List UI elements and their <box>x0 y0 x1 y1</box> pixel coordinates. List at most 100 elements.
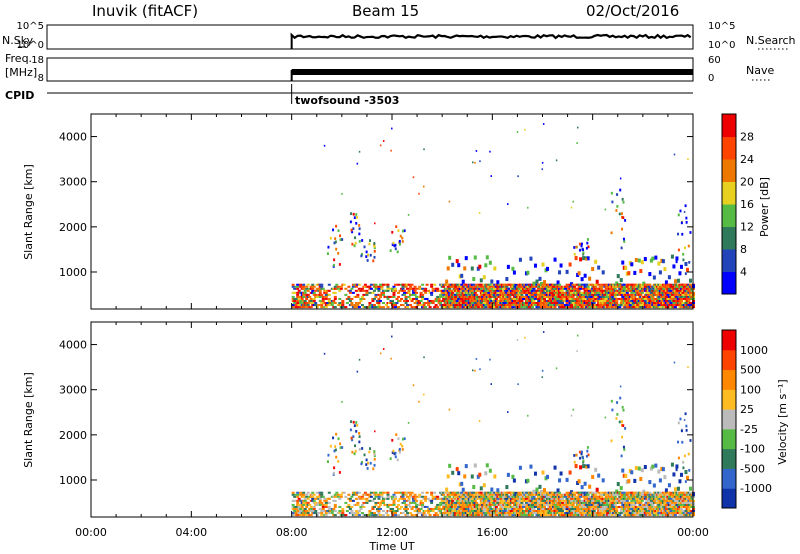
velocity-cell <box>586 507 590 511</box>
power-cell <box>469 287 473 290</box>
velocity-cell <box>508 503 512 506</box>
velocity-cell <box>457 495 461 498</box>
power-cell <box>672 287 676 290</box>
velocity-cell <box>412 497 416 500</box>
velocity-cell <box>681 495 685 498</box>
velocity-cell <box>353 514 357 517</box>
velocity-cell <box>430 499 434 502</box>
velocity-cell <box>490 510 494 513</box>
velocity-cell <box>633 510 637 513</box>
velocity-cell <box>518 507 522 511</box>
velocity-cell <box>619 499 623 502</box>
velocity-cell <box>687 495 691 498</box>
velocity-cell <box>439 491 443 494</box>
power-cell <box>499 287 503 290</box>
power-cell <box>506 295 510 298</box>
velocity-cell <box>509 510 513 513</box>
velocity-cell <box>527 501 531 504</box>
power-cell <box>576 306 580 309</box>
power-cell <box>463 291 467 294</box>
velocity-cell <box>515 507 519 511</box>
velocity-cell <box>455 495 459 498</box>
power-cell <box>591 287 595 290</box>
velocity-cell <box>597 473 601 478</box>
power-cell <box>598 289 602 292</box>
velocity-cell <box>568 514 572 517</box>
power-cell <box>512 304 516 307</box>
power-cell <box>467 306 471 309</box>
velocity-cell <box>550 493 554 496</box>
power-cell <box>673 304 677 307</box>
velocity-cell <box>469 499 473 502</box>
power-cell <box>684 289 688 292</box>
velocity-cell <box>573 497 577 500</box>
power-cell <box>509 293 513 296</box>
velocity-cell <box>682 514 686 517</box>
velocity-cell <box>524 512 528 515</box>
power-cell <box>677 232 680 236</box>
power-cell <box>565 289 569 292</box>
velocity-cell <box>475 514 479 517</box>
velocity-cell <box>390 507 394 511</box>
velocity-cell <box>329 444 332 448</box>
velocity-cell <box>613 495 617 498</box>
power-cell <box>347 289 351 292</box>
power-cell <box>610 191 613 195</box>
cpid-value: twofsound -3503 <box>295 94 399 107</box>
power-cell <box>678 302 682 305</box>
velocity-cell <box>625 499 629 502</box>
velocity-cell <box>579 499 583 502</box>
power-cell <box>350 228 353 232</box>
power-cell <box>682 295 686 298</box>
power-cell <box>422 302 426 305</box>
velocity-cell <box>615 510 619 513</box>
power-cell <box>619 302 623 305</box>
power-cell <box>336 304 340 307</box>
power-cell <box>658 270 662 275</box>
power-cell <box>639 289 643 292</box>
power-cell <box>482 304 486 307</box>
power-cell <box>406 283 410 286</box>
velocity-cell <box>621 505 625 508</box>
power-cell <box>529 297 533 300</box>
nsky-tick-top: 10^5 <box>17 21 44 32</box>
velocity-cell <box>631 497 635 500</box>
velocity-cell <box>505 503 509 506</box>
power-cell <box>361 252 364 256</box>
velocity-cell <box>481 501 485 504</box>
power-cell <box>639 306 643 309</box>
power-cell <box>512 297 516 300</box>
velocity-cell <box>595 507 599 511</box>
velocity-cell <box>615 512 619 515</box>
velocity-cell <box>679 510 683 513</box>
power-cell <box>499 293 503 296</box>
beam-title: Beam 15 <box>352 2 419 20</box>
velocity-cell <box>363 453 366 457</box>
velocity-cell <box>661 467 665 472</box>
velocity-cell <box>579 495 583 498</box>
power-cell <box>297 299 301 303</box>
velocity-cell <box>631 491 635 494</box>
power-cell <box>412 176 415 179</box>
velocity-cell <box>470 497 474 500</box>
velocity-cell <box>294 493 298 496</box>
power-cell <box>464 291 468 294</box>
velocity-cell <box>661 503 665 506</box>
power-cell <box>353 306 357 309</box>
velocity-cell <box>415 505 419 508</box>
power-cell <box>369 304 373 307</box>
power-cell <box>323 144 326 147</box>
power-cell <box>446 293 450 296</box>
power-cell <box>448 255 452 260</box>
velocity-cell <box>684 505 688 508</box>
power-cell <box>610 295 614 298</box>
velocity-cell <box>347 493 351 496</box>
power-cell <box>627 283 631 286</box>
velocity-cell <box>341 491 345 494</box>
power-cell <box>651 299 655 303</box>
velocity-cell <box>576 491 580 494</box>
power-cell <box>655 289 659 292</box>
power-cell <box>467 299 471 303</box>
power-cell <box>458 306 462 309</box>
velocity-cell <box>451 503 455 506</box>
